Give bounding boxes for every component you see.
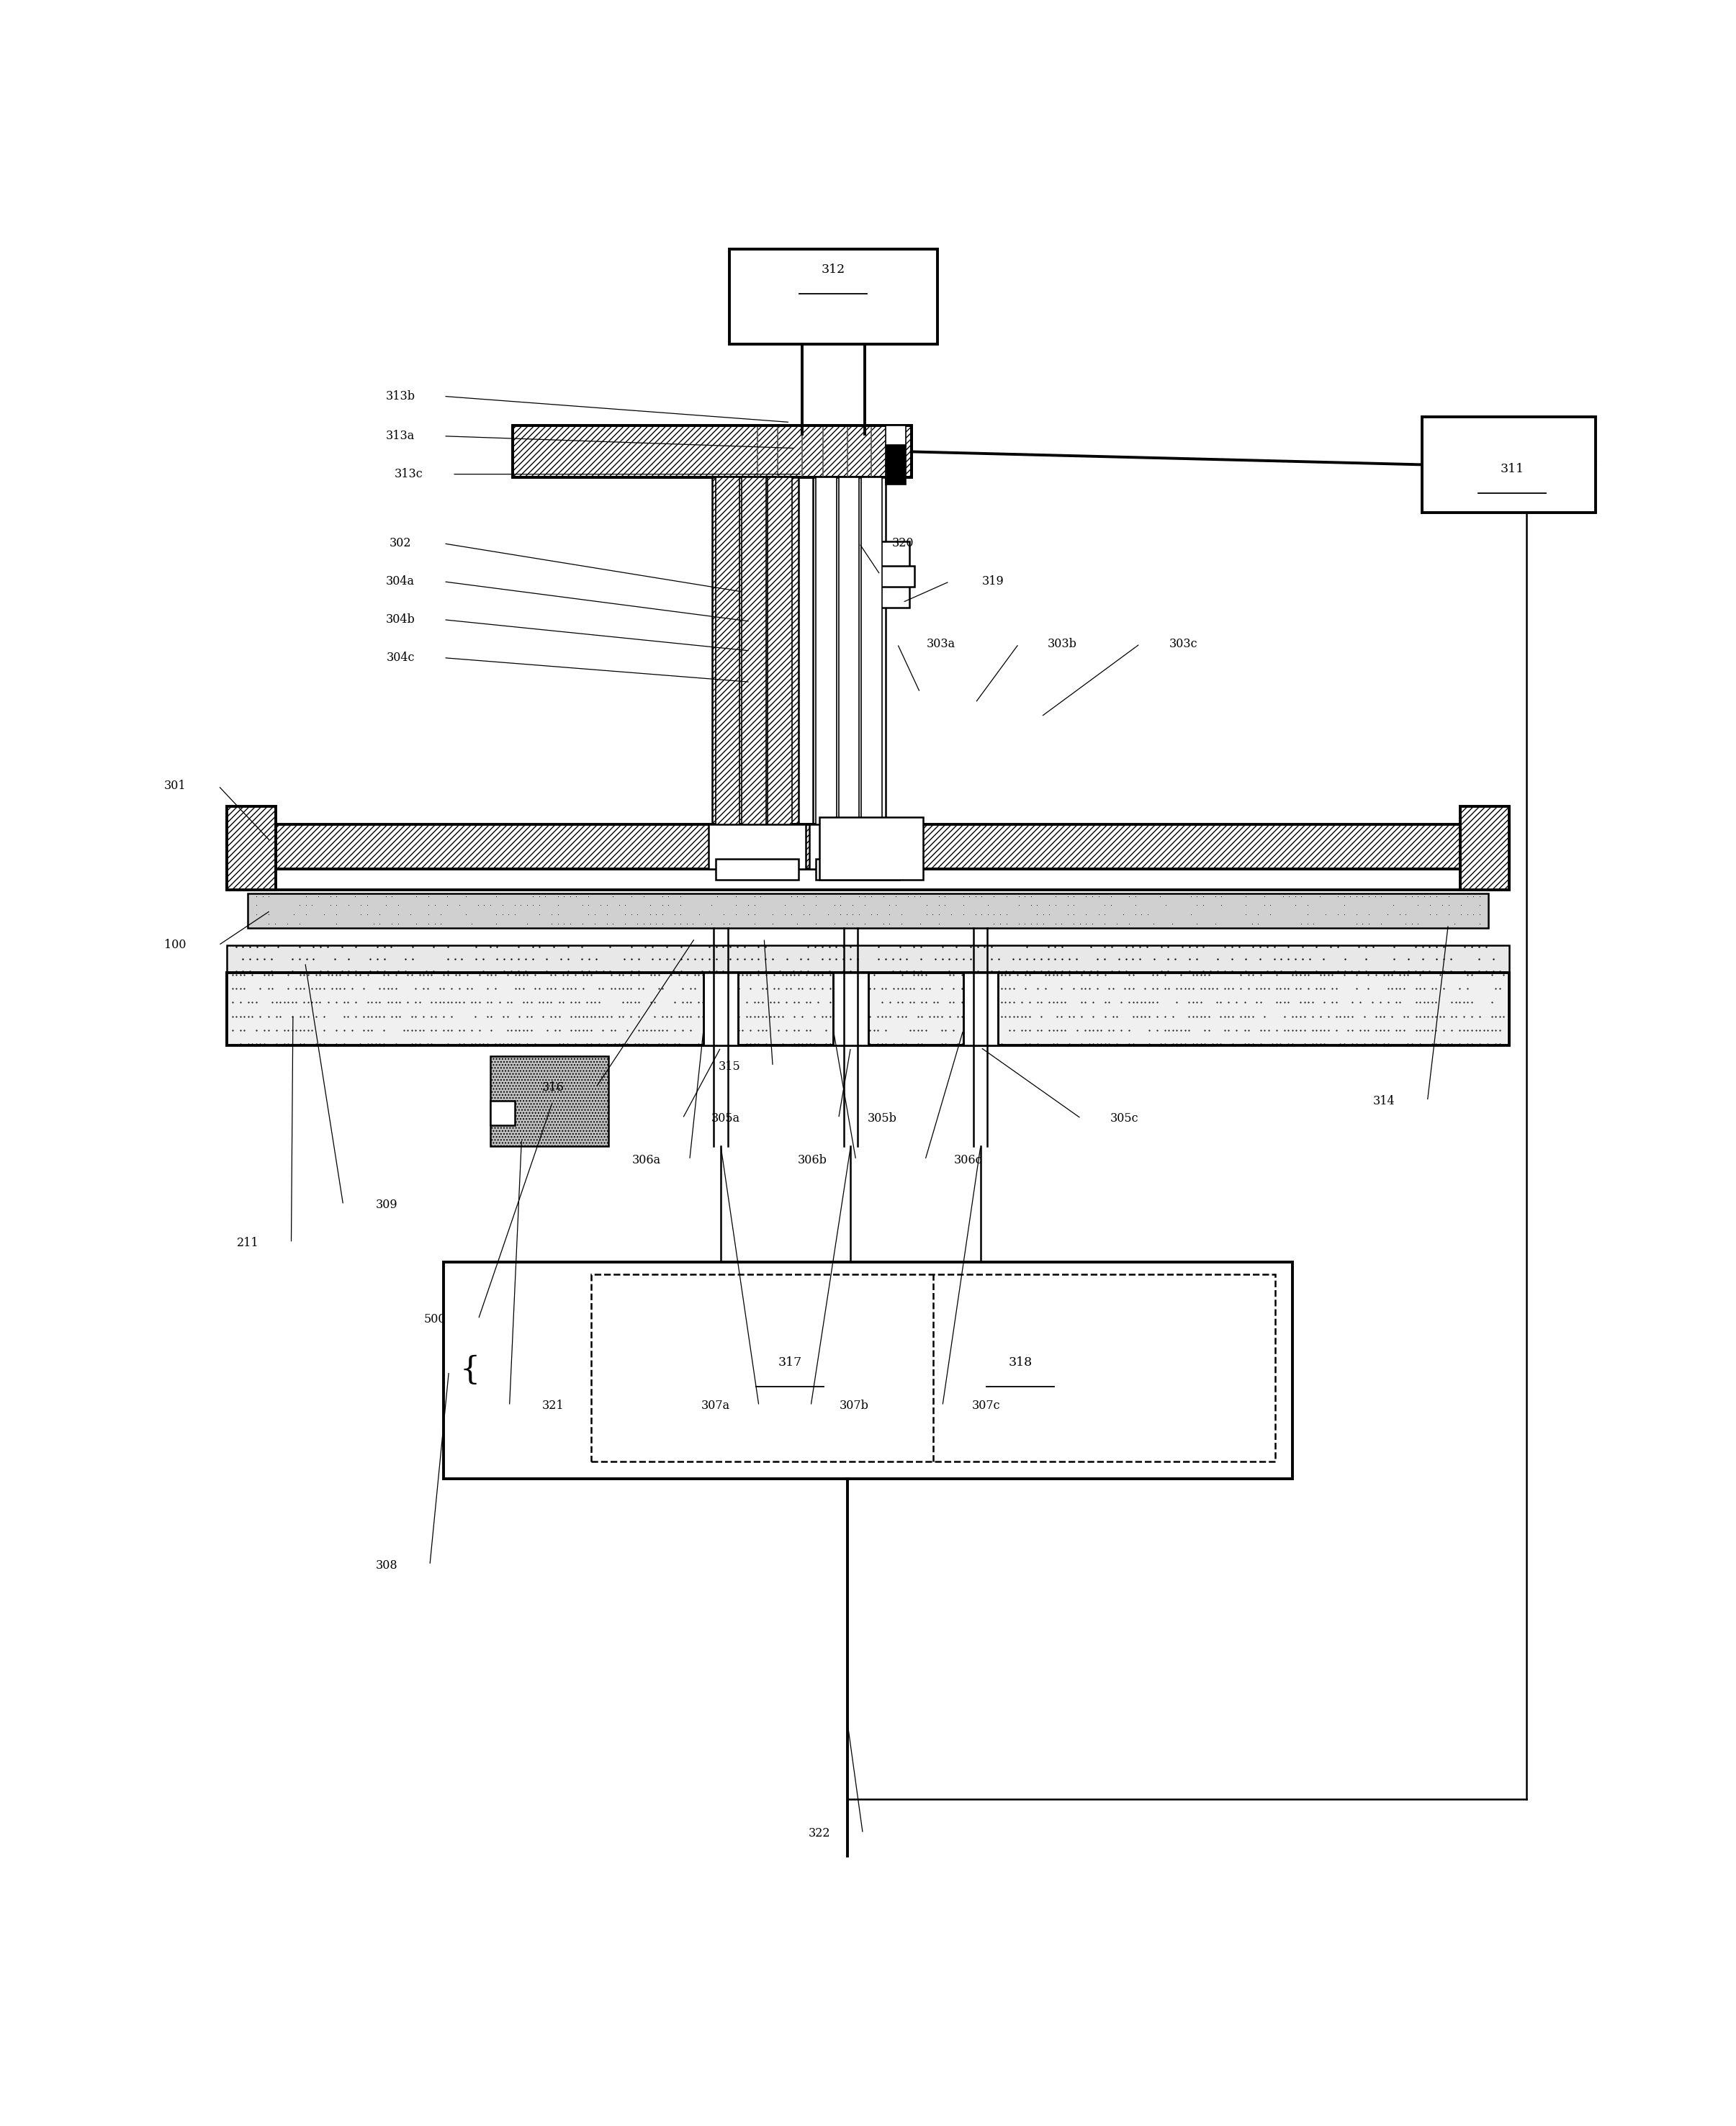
Bar [590,1273,1274,1461]
Bar [227,825,1509,870]
Bar [885,463,906,485]
Text: 316: 316 [542,1082,564,1093]
Text: 304b: 304b [385,614,415,625]
Text: 304c: 304c [385,653,415,663]
Bar [227,946,1509,974]
Text: 305c: 305c [1109,1112,1139,1125]
Bar [1422,417,1595,512]
Text: 303a: 303a [927,638,955,651]
Text: 307c: 307c [972,1399,1000,1412]
Bar [816,478,837,853]
Text: 100: 100 [165,940,186,950]
Text: 314: 314 [1373,1095,1396,1108]
Text: 305b: 305b [868,1112,896,1125]
Bar [871,542,910,608]
Bar [248,893,1488,927]
Text: 313a: 313a [385,429,415,442]
Bar [512,425,911,478]
Bar [708,825,806,870]
Text: 211: 211 [236,1237,259,1250]
Text: 317: 317 [778,1356,802,1369]
Text: 319: 319 [981,576,1003,587]
Bar [227,806,276,891]
Text: 309: 309 [375,1199,398,1212]
Text: 306c: 306c [955,1154,983,1165]
Text: 306a: 306a [632,1154,661,1165]
Bar [715,859,799,880]
Bar [963,974,998,1046]
Text: 304a: 304a [385,576,415,587]
Bar [866,566,915,587]
Text: 301: 301 [165,780,186,793]
Bar [885,425,906,446]
Bar [491,1057,608,1146]
Text: 305a: 305a [712,1112,741,1125]
Text: 321: 321 [542,1399,564,1412]
Bar [767,478,792,853]
Bar [227,974,1509,1046]
Bar [444,1263,1292,1478]
Text: 302: 302 [389,538,411,551]
Bar [715,478,740,853]
Text: 322: 322 [809,1828,830,1839]
Bar [838,478,859,853]
Bar [809,825,906,870]
Text: 313c: 313c [394,468,424,480]
Text: {: { [460,1354,479,1386]
Bar [491,1101,514,1125]
Bar [703,974,738,1046]
Text: 311: 311 [1500,463,1524,474]
Text: 307a: 307a [701,1399,731,1412]
Text: 320: 320 [892,538,913,551]
Text: 306b: 306b [799,1154,828,1165]
Bar [885,444,906,466]
Bar [812,478,885,861]
Text: 318: 318 [1009,1356,1033,1369]
Bar [816,859,899,880]
Text: 303b: 303b [1047,638,1076,651]
Bar [741,478,766,853]
Text: 307b: 307b [840,1399,868,1412]
Text: 303c: 303c [1168,638,1198,651]
Text: 313b: 313b [385,391,415,402]
Text: 312: 312 [821,264,845,276]
Bar [712,478,799,861]
Bar [861,478,882,853]
Text: 315: 315 [719,1061,741,1074]
Bar [833,974,868,1046]
Bar [819,816,924,880]
Bar [729,249,937,344]
Bar [1460,806,1509,891]
Text: 308: 308 [375,1558,398,1571]
Text: 500: 500 [424,1314,446,1324]
